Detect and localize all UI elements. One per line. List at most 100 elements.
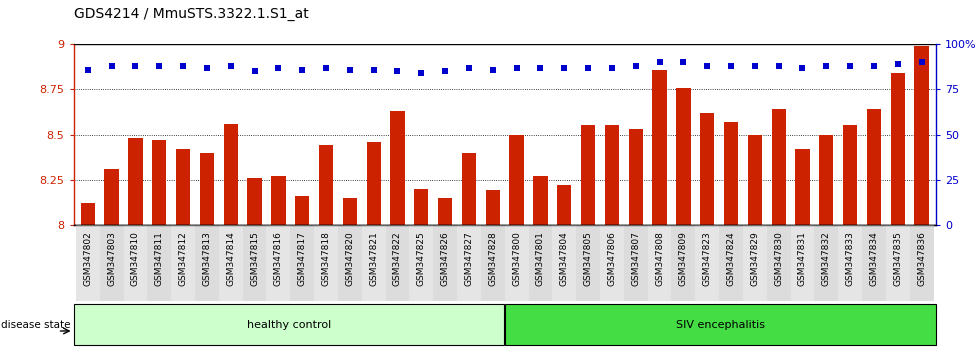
Point (342, 67, 358, 72)
Bar (724, 122, 738, 225)
Point (628, 63, 644, 69)
Text: GSM347833: GSM347833 (846, 231, 855, 286)
Bar (653, 69, 666, 225)
Text: healthy control: healthy control (247, 320, 331, 330)
Point (462, 65, 477, 70)
Bar (271, 176, 285, 225)
Text: GSM347812: GSM347812 (178, 231, 187, 286)
Bar (200, 153, 214, 225)
Bar (648, 225, 671, 301)
Point (890, 61, 906, 67)
Bar (676, 87, 691, 225)
Text: GSM347800: GSM347800 (513, 231, 521, 286)
Text: GSM347836: GSM347836 (917, 231, 926, 286)
Text: GSM347816: GSM347816 (273, 231, 283, 286)
Bar (75, 225, 100, 301)
Bar (510, 135, 523, 225)
Text: GSM347801: GSM347801 (536, 231, 545, 286)
Bar (410, 225, 433, 301)
Point (652, 59, 667, 65)
Bar (415, 189, 428, 225)
Point (818, 63, 834, 69)
Bar (505, 225, 528, 301)
Point (414, 70, 429, 76)
Point (842, 63, 858, 69)
Point (700, 63, 715, 69)
Bar (295, 196, 310, 225)
Bar (362, 225, 385, 301)
Bar (700, 113, 714, 225)
Point (723, 63, 739, 69)
Bar (100, 225, 123, 301)
Bar (128, 138, 142, 225)
Text: GSM347820: GSM347820 (345, 231, 355, 286)
Bar (553, 225, 576, 301)
Text: GSM347805: GSM347805 (583, 231, 593, 286)
Point (795, 65, 810, 70)
Text: GSM347835: GSM347835 (894, 231, 903, 286)
Text: GSM347822: GSM347822 (393, 231, 402, 286)
Point (175, 63, 191, 69)
Text: GSM347817: GSM347817 (298, 231, 307, 286)
Point (771, 63, 787, 69)
Bar (462, 153, 476, 225)
Bar (385, 225, 410, 301)
Point (294, 67, 310, 72)
Bar (486, 190, 500, 225)
Bar (605, 125, 619, 225)
Text: GSM347834: GSM347834 (869, 231, 878, 286)
Text: GSM347807: GSM347807 (631, 231, 640, 286)
Bar (771, 109, 786, 225)
Text: GSM347804: GSM347804 (560, 231, 568, 286)
Bar (315, 225, 338, 301)
Bar (843, 125, 858, 225)
Point (366, 67, 381, 72)
Bar (152, 140, 167, 225)
Point (557, 65, 572, 70)
Bar (172, 225, 195, 301)
Point (127, 63, 143, 69)
Point (580, 65, 596, 70)
Text: GSM347811: GSM347811 (155, 231, 164, 286)
Text: GSM347818: GSM347818 (321, 231, 330, 286)
Bar (343, 198, 357, 225)
Bar (176, 149, 190, 225)
Bar (367, 142, 381, 225)
Bar (80, 203, 95, 225)
Text: GSM347808: GSM347808 (655, 231, 664, 286)
Point (747, 63, 762, 69)
Text: GSM347828: GSM347828 (488, 231, 497, 286)
Bar (195, 225, 219, 301)
Text: GDS4214 / MmuSTS.3322.1.S1_at: GDS4214 / MmuSTS.3322.1.S1_at (74, 7, 309, 21)
Bar (743, 225, 766, 301)
Bar (438, 198, 453, 225)
Bar (390, 111, 405, 225)
Bar (914, 46, 929, 225)
Bar (671, 225, 695, 301)
Bar (318, 145, 333, 225)
Text: GSM347831: GSM347831 (798, 231, 807, 286)
Text: GSM347810: GSM347810 (131, 231, 140, 286)
Text: GSM347803: GSM347803 (107, 231, 116, 286)
Point (866, 63, 882, 69)
Bar (600, 225, 624, 301)
Bar (105, 169, 119, 225)
Text: GSM347832: GSM347832 (822, 231, 831, 286)
Bar (147, 225, 172, 301)
Bar (867, 109, 881, 225)
Bar (748, 135, 762, 225)
Bar (624, 225, 648, 301)
Point (509, 65, 524, 70)
Point (104, 63, 120, 69)
Bar (862, 225, 886, 301)
Text: GSM347814: GSM347814 (226, 231, 235, 286)
Point (80, 67, 96, 72)
Text: GSM347815: GSM347815 (250, 231, 259, 286)
Bar (719, 225, 743, 301)
Bar (819, 135, 833, 225)
Bar (223, 124, 238, 225)
Point (390, 69, 406, 74)
Point (270, 65, 286, 70)
Text: GSM347802: GSM347802 (83, 231, 92, 286)
Text: SIV encephalitis: SIV encephalitis (676, 320, 764, 330)
